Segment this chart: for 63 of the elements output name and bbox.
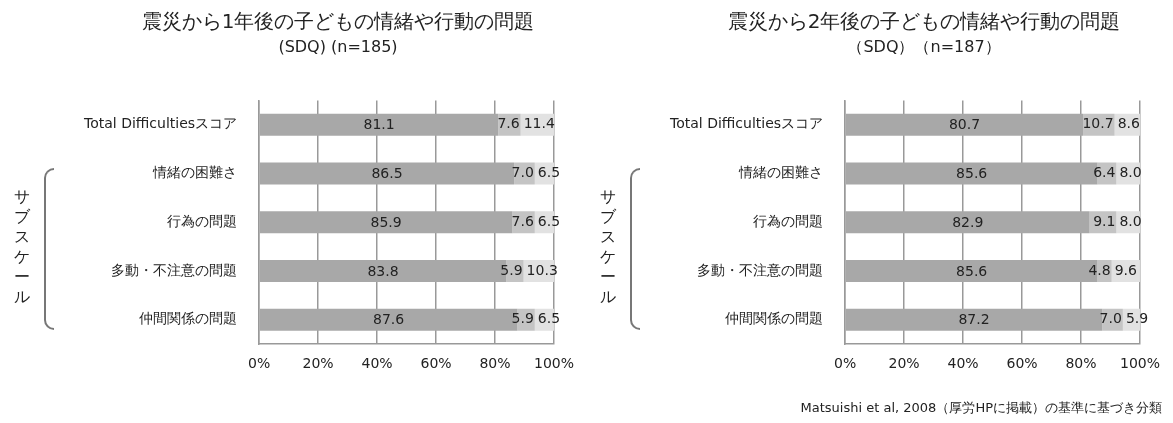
x-tick-label: 100% — [533, 355, 574, 372]
text: 10.7 — [1082, 115, 1114, 132]
text: 5.9 — [1125, 310, 1149, 327]
y-tick-label: 仲間関係の問題 — [139, 310, 238, 327]
x-tick-label: 20% — [888, 355, 920, 372]
text: 4.8 — [1088, 261, 1111, 278]
text: 11.4 — [523, 115, 555, 132]
y-tick-label: 情緒の困難さ — [738, 164, 824, 181]
y-tick-label: 仲間関係の問題 — [725, 310, 824, 327]
x-tick-label: 0% — [247, 355, 271, 372]
chart-subtitle: （SDQ）（n=187） — [846, 37, 1002, 58]
x-tick-label: 40% — [361, 355, 393, 372]
text: 7.6 — [497, 115, 520, 132]
text: 5.9 — [500, 261, 523, 278]
text: 81.1 — [363, 116, 395, 133]
x-tick-label: 80% — [479, 355, 511, 372]
y-tick-label: 行為の問題 — [167, 212, 238, 229]
text: 9.6 — [1114, 261, 1137, 278]
x-tick-label: 60% — [1006, 355, 1038, 372]
text: 7.0 — [511, 164, 534, 181]
text: 8.0 — [1119, 164, 1142, 181]
text: 8.0 — [1119, 212, 1142, 229]
text: サブスケール — [14, 186, 31, 307]
y-tick-label: 多動・不注意の問題 — [111, 261, 238, 278]
x-tick-label: 100% — [1119, 355, 1160, 372]
chart-title: 震災から1年後の子どもの情緒や行動の問題 — [140, 8, 536, 35]
text: 6.5 — [537, 310, 561, 327]
text: 8.6 — [1117, 115, 1140, 132]
text: 80.7 — [948, 116, 981, 133]
text: 7.6 — [511, 212, 534, 229]
text: 82.9 — [952, 213, 984, 230]
text: 86.5 — [371, 165, 403, 182]
text: Matsuishi et al, 2008（厚労HPに掲載）の基準に基づき分類 — [800, 399, 1162, 417]
x-tick-label: 0% — [833, 355, 857, 372]
chart-subtitle: (SDQ) (n=185) — [277, 37, 399, 56]
text: 83.8 — [367, 262, 399, 279]
text: サブスケール — [600, 186, 617, 307]
text: 87.2 — [958, 311, 990, 328]
bar — [259, 113, 499, 136]
text: 85.6 — [956, 262, 988, 279]
bar — [259, 211, 513, 234]
chart-title: 震災から2年後の子どもの情緒や行動の問題 — [726, 8, 1122, 35]
text: 10.3 — [526, 261, 558, 278]
x-tick-label: 20% — [302, 355, 334, 372]
y-tick-label: Total Difficultiesスコア — [82, 115, 238, 132]
text: 85.9 — [370, 213, 402, 230]
x-tick-label: 40% — [947, 355, 979, 372]
bar — [845, 211, 1090, 234]
text: 6.5 — [537, 212, 561, 229]
text: 6.5 — [537, 164, 561, 181]
text: 85.6 — [956, 165, 988, 182]
y-tick-label: 多動・不注意の問題 — [697, 261, 824, 278]
text: 6.4 — [1093, 164, 1116, 181]
text: 87.6 — [373, 311, 405, 328]
x-tick-label: 60% — [420, 355, 452, 372]
y-tick-label: 情緒の困難さ — [152, 164, 238, 181]
text: 7.0 — [1099, 310, 1122, 327]
y-tick-label: Total Difficultiesスコア — [668, 115, 824, 132]
bar — [845, 113, 1084, 136]
y-tick-label: 行為の問題 — [753, 212, 824, 229]
text: 5.9 — [511, 310, 534, 327]
text: 9.1 — [1093, 212, 1116, 229]
x-tick-label: 80% — [1065, 355, 1097, 372]
